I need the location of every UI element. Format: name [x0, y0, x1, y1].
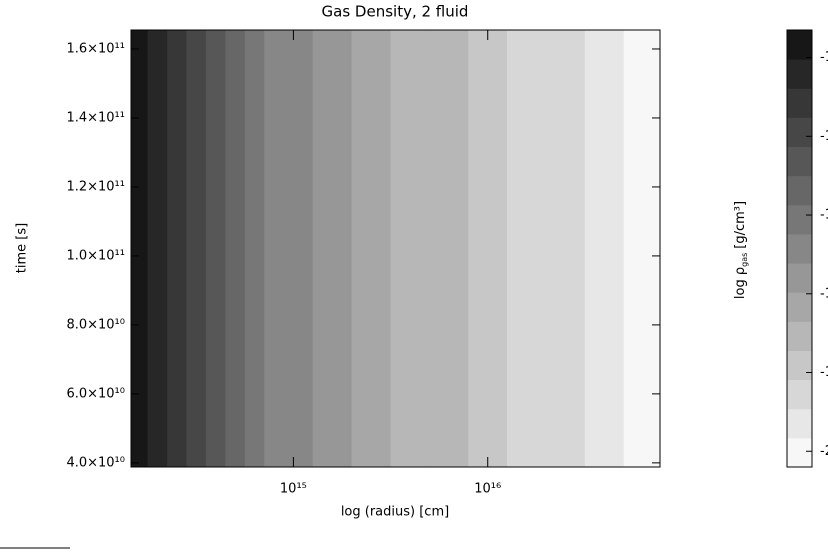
contour-strip: [390, 30, 430, 467]
x-axis-label: log (radius) [cm]: [341, 505, 449, 520]
colorbar-level: [787, 233, 812, 264]
contour-strip: [131, 30, 149, 467]
colorbar-tick-label: -10: [820, 50, 828, 65]
contour-strip: [545, 30, 586, 467]
y-tick-label: 4.0×10¹⁰: [66, 455, 125, 470]
contour-strip: [584, 30, 625, 467]
y-tick-label: 1.6×10¹¹: [66, 41, 125, 56]
colorbar-tick-label: -12: [820, 129, 828, 144]
colorbar-tick-label: -16: [820, 286, 828, 301]
colorbar-level: [787, 59, 812, 89]
colorbar-level: [787, 321, 812, 351]
contour-strip: [147, 30, 168, 467]
y-tick-label: 8.0×10¹⁰: [66, 317, 125, 332]
colorbar-level: [787, 175, 812, 206]
colorbar-level: [787, 263, 812, 293]
x-tick-label: 10¹⁵: [280, 482, 307, 497]
contour-strip: [283, 30, 314, 467]
y-tick-label: 1.4×10¹¹: [66, 110, 125, 125]
chart-title: Gas Density, 2 fluid: [322, 3, 469, 21]
contour-strip: [244, 30, 265, 467]
colorbar-label-main: log ρ: [733, 267, 748, 299]
contour-strip: [312, 30, 353, 467]
contour-strip: [225, 30, 246, 467]
contour-strip: [264, 30, 285, 467]
colorbar-label: log ρgas [g/cm³]: [733, 201, 749, 299]
contour-strip: [429, 30, 469, 467]
colorbar-tick-label: -18: [820, 365, 828, 380]
colorbar-level: [787, 379, 812, 410]
colorbar-level: [787, 437, 812, 468]
colorbar-level: [787, 88, 812, 118]
contour-strip: [167, 30, 187, 467]
contour-strip: [186, 30, 207, 467]
x-tick-label: 10¹⁶: [474, 482, 501, 497]
colorbar-level: [787, 408, 812, 439]
colorbar-tick-label: -20: [820, 444, 828, 459]
y-tick-label: 1.2×10¹¹: [66, 179, 125, 194]
colorbar-level: [787, 204, 812, 235]
colorbar-level: [787, 30, 812, 60]
colorbar-level: [787, 292, 812, 322]
colorbar-level: [787, 350, 812, 381]
colorbar-frame: [786, 29, 813, 468]
plot-frame: [130, 29, 661, 468]
colorbar-label-unit: [g/cm³]: [733, 201, 748, 249]
colorbar-label-sub: gas: [740, 253, 749, 267]
y-tick-label: 1.0×10¹¹: [66, 248, 125, 263]
colorbar-level: [787, 117, 812, 148]
contour-strip: [205, 30, 226, 467]
contour-strip: [507, 30, 547, 467]
contour-strip: [468, 30, 508, 467]
y-tick-label: 6.0×10¹⁰: [66, 386, 125, 401]
colorbar-level: [787, 146, 812, 177]
contour-strip: [623, 30, 661, 467]
colorbar-tick-label: -14: [820, 208, 828, 223]
y-axis-label: time [s]: [15, 223, 30, 273]
contour-strip: [351, 30, 392, 467]
